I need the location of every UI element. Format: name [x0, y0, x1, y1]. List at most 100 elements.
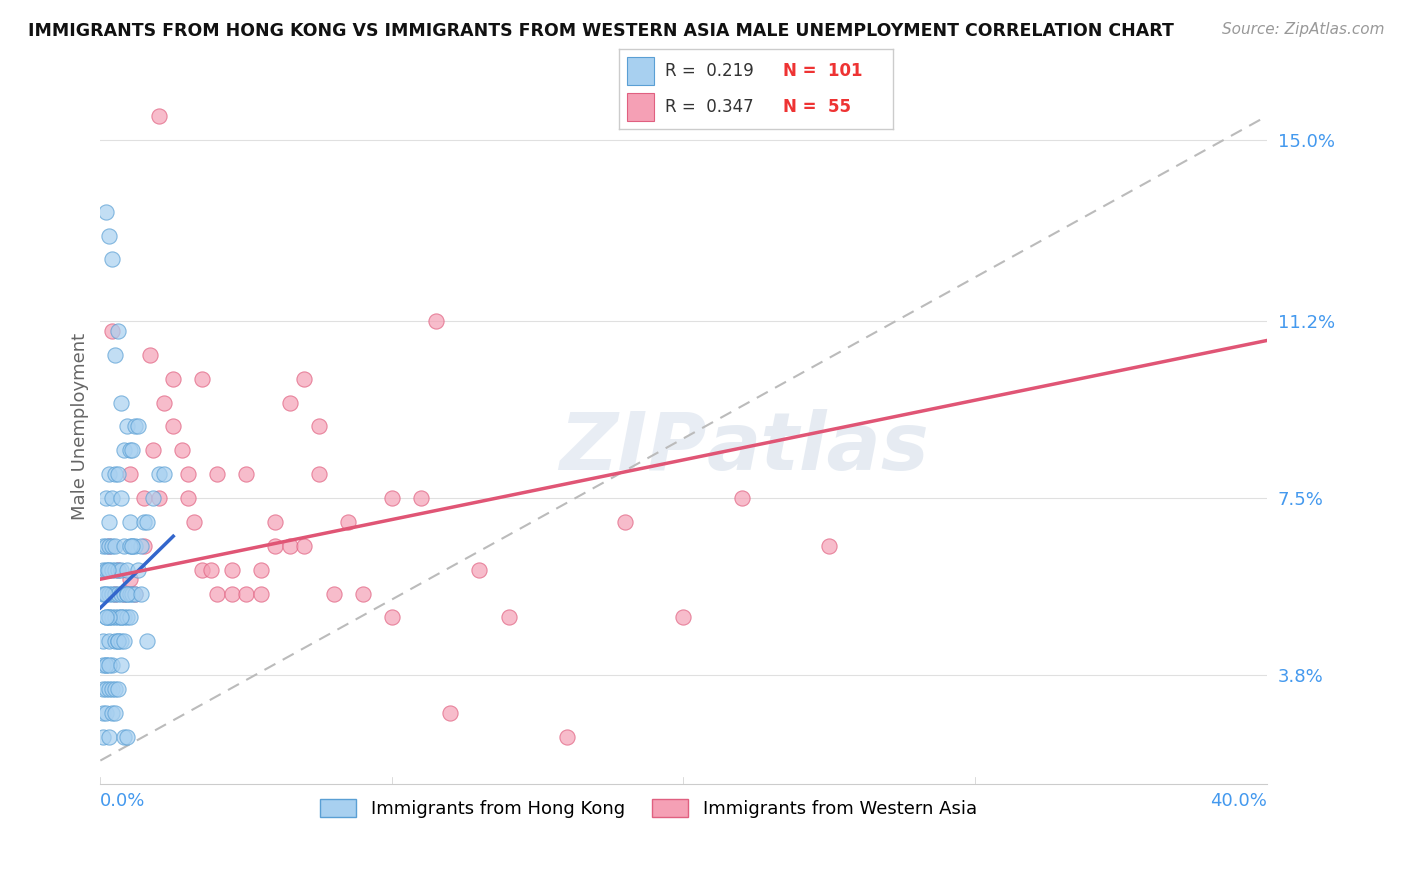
Point	[98, 610, 121, 624]
Point	[98, 730, 121, 744]
Point	[118, 539, 141, 553]
Point	[121, 586, 143, 600]
Point	[101, 681, 124, 696]
Point	[425, 314, 447, 328]
Point	[118, 443, 141, 458]
Point	[381, 610, 404, 624]
Point	[101, 706, 124, 720]
Text: IMMIGRANTS FROM HONG KONG VS IMMIGRANTS FROM WESTERN ASIA MALE UNEMPLOYMENT CORR: IMMIGRANTS FROM HONG KONG VS IMMIGRANTS …	[28, 22, 1174, 40]
Point	[110, 634, 132, 648]
Point	[91, 658, 114, 673]
Point	[115, 610, 138, 624]
Point	[115, 586, 138, 600]
Point	[127, 563, 149, 577]
Point	[191, 372, 214, 386]
Point	[110, 658, 132, 673]
Point	[112, 610, 135, 624]
Point	[249, 586, 271, 600]
Point	[142, 443, 165, 458]
Point	[468, 563, 491, 577]
Point	[200, 563, 222, 577]
Point	[129, 539, 152, 553]
Point	[98, 539, 121, 553]
Point	[91, 706, 114, 720]
Point	[98, 586, 121, 600]
Point	[96, 491, 118, 505]
Text: R =  0.347: R = 0.347	[665, 98, 754, 116]
Point	[104, 467, 127, 482]
Point	[98, 563, 121, 577]
Point	[278, 539, 301, 553]
Text: N =  55: N = 55	[783, 98, 851, 116]
Text: Source: ZipAtlas.com: Source: ZipAtlas.com	[1222, 22, 1385, 37]
Point	[91, 563, 114, 577]
Point	[101, 586, 124, 600]
Point	[118, 610, 141, 624]
Point	[322, 586, 344, 600]
Point	[139, 348, 162, 362]
Point	[110, 610, 132, 624]
Point	[148, 109, 170, 123]
Point	[124, 586, 146, 600]
Point	[115, 419, 138, 434]
Point	[104, 706, 127, 720]
Point	[96, 539, 118, 553]
Point	[235, 586, 257, 600]
Point	[672, 610, 695, 624]
Point	[110, 563, 132, 577]
Point	[101, 563, 124, 577]
Point	[142, 491, 165, 505]
Bar	[627, 57, 654, 86]
Point	[409, 491, 432, 505]
Point	[104, 634, 127, 648]
Point	[731, 491, 754, 505]
Point	[221, 586, 243, 600]
Point	[91, 681, 114, 696]
Point	[98, 228, 121, 243]
Point	[278, 395, 301, 409]
Point	[439, 706, 461, 720]
Point	[337, 515, 360, 529]
Point	[110, 586, 132, 600]
Point	[97, 563, 120, 577]
Point	[136, 634, 159, 648]
Point	[96, 563, 118, 577]
Point	[107, 324, 129, 338]
Point	[191, 563, 214, 577]
Point	[91, 634, 114, 648]
Point	[132, 491, 155, 505]
Point	[162, 372, 184, 386]
Point	[115, 563, 138, 577]
Text: 40.0%: 40.0%	[1209, 791, 1267, 810]
Point	[96, 658, 118, 673]
Point	[107, 563, 129, 577]
Point	[818, 539, 841, 553]
Text: N =  101: N = 101	[783, 62, 863, 79]
Point	[162, 419, 184, 434]
Point	[110, 610, 132, 624]
Point	[96, 610, 118, 624]
Legend: Immigrants from Hong Kong, Immigrants from Western Asia: Immigrants from Hong Kong, Immigrants fr…	[314, 792, 984, 825]
Point	[132, 539, 155, 553]
Point	[98, 658, 121, 673]
Point	[132, 515, 155, 529]
Point	[107, 563, 129, 577]
Point	[170, 443, 193, 458]
Point	[107, 634, 129, 648]
Point	[136, 515, 159, 529]
Point	[129, 586, 152, 600]
Point	[555, 730, 578, 744]
Point	[153, 467, 176, 482]
Point	[93, 586, 115, 600]
Point	[118, 467, 141, 482]
Point	[308, 467, 330, 482]
Point	[101, 324, 124, 338]
Text: ZIP: ZIP	[560, 409, 707, 487]
Point	[205, 467, 228, 482]
Point	[107, 610, 129, 624]
Point	[104, 563, 127, 577]
Point	[112, 586, 135, 600]
Point	[352, 586, 374, 600]
Point	[98, 634, 121, 648]
Point	[110, 395, 132, 409]
